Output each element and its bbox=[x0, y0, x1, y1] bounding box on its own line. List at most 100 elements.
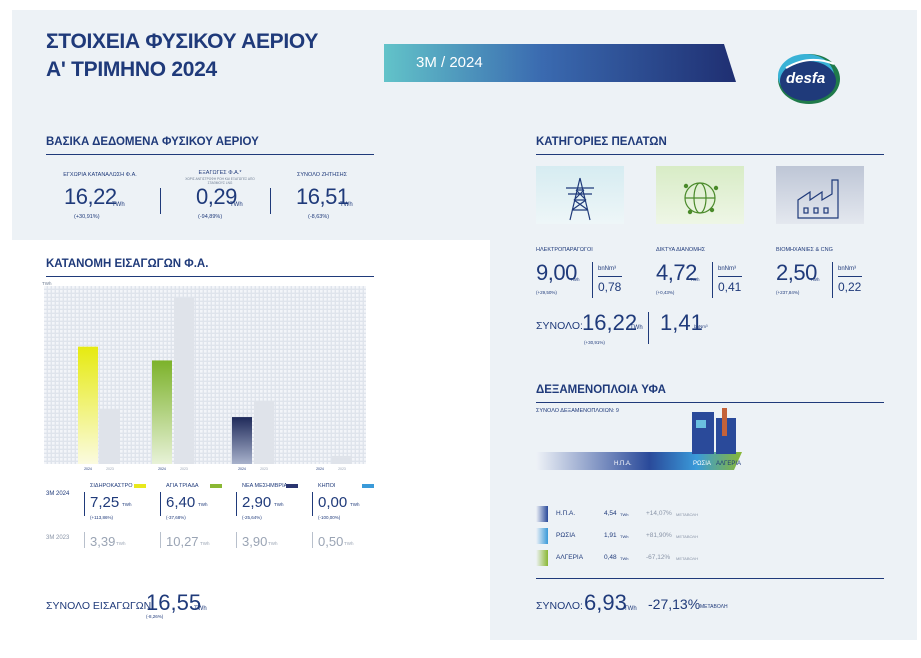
lng-row-country: Η.Π.Α. bbox=[556, 510, 576, 517]
import-point-prev: 3,90 bbox=[242, 534, 268, 549]
basic-item-unit: TWh bbox=[112, 202, 125, 208]
import-point-current: 2,90 bbox=[242, 494, 272, 511]
bar-year-label: 2023 bbox=[338, 467, 346, 471]
basic-item-value: 16,51 bbox=[296, 184, 349, 209]
imports-rule bbox=[46, 276, 374, 277]
basic-item-change: (-8,63%) bbox=[308, 214, 330, 220]
import-point-prev-unit: TWh bbox=[200, 541, 210, 546]
customers-total-bn-unit: bnNm³ bbox=[694, 324, 708, 329]
import-point-prev: 0,50 bbox=[318, 534, 344, 549]
customer-bn-unit: bnNm³ bbox=[838, 266, 857, 272]
import-point-swatch bbox=[362, 484, 374, 488]
customer-value: 9,00 bbox=[536, 260, 577, 285]
bar-previous-4 bbox=[332, 455, 352, 464]
bar-previous-2 bbox=[174, 297, 194, 464]
lng-row-unit: TWh bbox=[620, 556, 629, 561]
lng-total-label: ΣΥΝΟΛΟ: bbox=[536, 600, 583, 612]
basic-separator bbox=[160, 188, 161, 214]
basic-item-note: ΧΩΡΙΣ ΑΝΤΙΣΤΡΟΦΗ ΡΟΗ ΚΑΙ ΕΞΑΓΩΓΕΣ ΑΠΟ ΣΤ… bbox=[185, 177, 255, 185]
customer-bn-value: 0,41 bbox=[718, 280, 742, 294]
page-title-line2: Α' ΤΡΙΜΗΝΟ 2024 bbox=[46, 58, 217, 81]
network-globe-icon bbox=[683, 182, 719, 215]
customer-bn-unit: bnNm³ bbox=[598, 266, 617, 272]
import-point-separator bbox=[84, 492, 85, 516]
imports-total-value: 16,55 bbox=[146, 590, 202, 615]
import-point-current: 0,00 bbox=[318, 494, 348, 511]
chart-axis-unit: TWh bbox=[42, 281, 52, 286]
lng-row-change-label: ΜΕΤΑΒΟΛΗ bbox=[676, 534, 699, 539]
import-point-swatch bbox=[210, 484, 222, 488]
lng-row-swatch bbox=[536, 528, 548, 544]
import-point-separator bbox=[160, 492, 161, 516]
page-title-line1: ΣΤΟΙΧΕΙΑ ΦΥΣΙΚΟΥ ΑΕΡΙΟΥ bbox=[46, 30, 319, 53]
lng-row-value: 1,91 bbox=[604, 532, 617, 539]
basic-item-unit: TWh bbox=[230, 202, 243, 208]
lng-ship-label-russia: ΡΩΣΙΑ bbox=[693, 461, 711, 467]
customer-icon-box-power bbox=[536, 166, 624, 224]
customers-total-separator bbox=[648, 312, 649, 344]
import-point-change: (-37,68%) bbox=[166, 515, 186, 520]
import-point-unit: TWh bbox=[350, 502, 360, 507]
bar-year-label: 2024 bbox=[316, 467, 324, 471]
lng-row-change-label: ΜΕΤΑΒΟΛΗ bbox=[676, 556, 699, 561]
bar-year-label: 2024 bbox=[238, 467, 246, 471]
customers-total-value: 16,22 bbox=[582, 310, 638, 335]
import-point-separator bbox=[236, 492, 237, 516]
customers-total-bn: 1,41 bbox=[660, 310, 703, 335]
lng-row-unit: TWh bbox=[620, 534, 629, 539]
import-point-unit: TWh bbox=[122, 502, 132, 507]
customers-heading: ΚΑΤΗΓΟΡΙΕΣ ΠΕΛΑΤΩΝ bbox=[536, 136, 667, 148]
lng-total-unit: TWh bbox=[624, 606, 637, 612]
bar-year-label: 2024 bbox=[158, 467, 166, 471]
import-point-prev-separator bbox=[160, 532, 161, 548]
basic-item-change: (-94,89%) bbox=[198, 214, 223, 220]
ship-hull bbox=[536, 452, 742, 470]
import-point-prev: 10,27 bbox=[166, 534, 199, 549]
customer-label: ΒΙΟΜΗΧΑΝΙΕΣ & CNG bbox=[776, 247, 833, 253]
period-label: 3M / 2024 bbox=[416, 54, 483, 71]
import-point-swatch bbox=[134, 484, 146, 488]
lng-row-value: 4,54 bbox=[604, 510, 617, 517]
imports-total-unit: TWh bbox=[194, 606, 207, 612]
import-point-name: ΣΙΔΗΡΟΚΑΣΤΡΟ bbox=[90, 483, 133, 489]
lng-ship-graphic bbox=[536, 408, 742, 470]
import-point-prev-unit: TWh bbox=[268, 541, 278, 546]
lng-row-swatch bbox=[536, 506, 548, 522]
imports-chart: 2024 2023 2024 2023 2024 2023 2024 2023 bbox=[44, 286, 366, 471]
basic-item-value: 0,29 bbox=[196, 184, 237, 209]
bar-year-label: 2023 bbox=[260, 467, 268, 471]
basic-item-change: (+30,91%) bbox=[74, 214, 100, 220]
customers-rule bbox=[536, 154, 884, 155]
imports-heading: ΚΑΤΑΝΟΜΗ ΕΙΣΑΓΩΓΩΝ Φ.Α. bbox=[46, 258, 209, 270]
customer-icon-box-network bbox=[656, 166, 744, 224]
lng-count-label: ΣΥΝΟΛΟ ΔΕΞΑΜΕΝΟΠΛΟΙΩΝ: 9 bbox=[536, 408, 619, 414]
import-point-change: (-100,00%) bbox=[318, 515, 341, 520]
imports-row-current-label: 3M 2024 bbox=[46, 491, 70, 497]
import-point-change: (+113,86%) bbox=[90, 515, 114, 520]
bar-previous-1 bbox=[100, 409, 120, 464]
import-point-name: ΚΗΠΟΙ bbox=[318, 483, 336, 489]
bar-year-label: 2024 bbox=[84, 467, 92, 471]
bar-previous-3 bbox=[254, 400, 274, 464]
import-point-prev-separator bbox=[236, 532, 237, 548]
basic-item-label: ΕΞΑΓΩΓΕΣ Φ.Α.* bbox=[198, 170, 242, 176]
bar-current-1 bbox=[78, 346, 98, 464]
import-point-separator bbox=[312, 492, 313, 516]
customer-change: (+0,43%) bbox=[656, 290, 675, 295]
customer-value: 4,72 bbox=[656, 260, 697, 285]
customer-icon-box-industry bbox=[776, 166, 864, 224]
lng-heading: ΔΕΞΑΜΕΝΟΠΛΟΙΑ ΥΦΑ bbox=[536, 384, 666, 396]
lng-total-value: 6,93 bbox=[584, 590, 627, 615]
import-point-name: ΑΓΙΑ ΤΡΙΑΔΑ bbox=[166, 483, 199, 489]
lng-row-value: 0,48 bbox=[604, 554, 617, 561]
bar-current-2 bbox=[152, 360, 172, 464]
basic-item-label: ΕΓΧΩΡΙΑ ΚΑΤΑΝΑΛΩΣΗ Φ.Α. bbox=[63, 172, 137, 178]
customer-change: (+237,84%) bbox=[776, 290, 800, 295]
import-point-unit: TWh bbox=[274, 502, 284, 507]
lng-row-change: -67,12% bbox=[646, 554, 671, 561]
bar-current-3 bbox=[232, 417, 252, 464]
customer-value: 2,50 bbox=[776, 260, 817, 285]
lng-row-unit: TWh bbox=[620, 512, 629, 517]
import-point-current: 7,25 bbox=[90, 494, 120, 511]
customer-separator bbox=[832, 262, 833, 298]
